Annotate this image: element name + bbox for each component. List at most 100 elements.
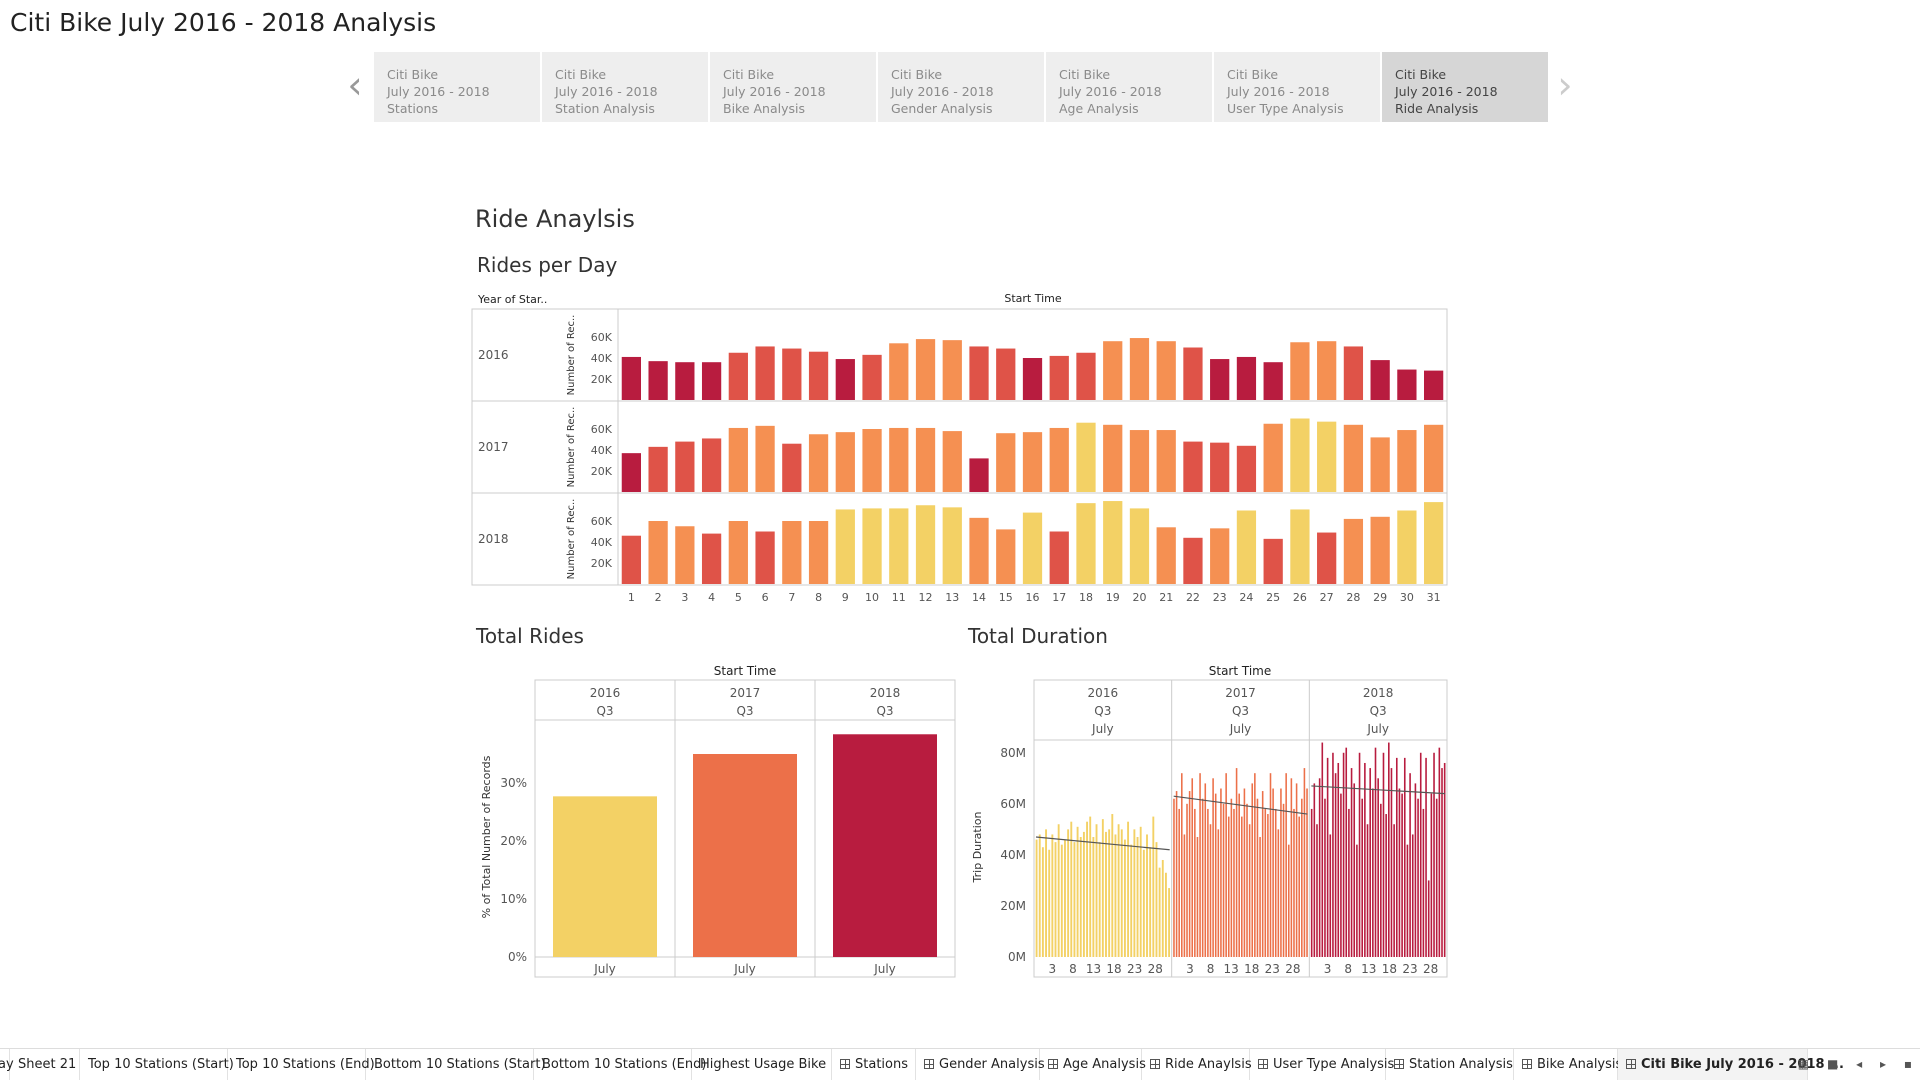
day-bar [621, 453, 641, 492]
duration-bar [1241, 816, 1243, 957]
duration-bar [1191, 778, 1194, 957]
duration-bar [1178, 808, 1180, 957]
day-bar [675, 526, 695, 584]
duration-bar [1342, 752, 1345, 957]
story-point-caption: Age Analysis [1059, 101, 1139, 116]
x-month-label: July [733, 962, 756, 976]
story-point-caption: Citi Bike [555, 67, 607, 82]
sheet-tab[interactable]: Age Analysis [1040, 1049, 1146, 1080]
day-bar [808, 351, 829, 400]
day-bar [942, 431, 962, 492]
sheet-tab[interactable]: Gender Analysis [916, 1049, 1045, 1080]
duration-bar [1337, 762, 1340, 957]
column-quarter: Q3 [876, 704, 893, 718]
duration-bar [1316, 824, 1318, 957]
duration-bar [1287, 844, 1290, 957]
story-point-caption: Citi Bike [891, 67, 943, 82]
duration-bar [1303, 768, 1306, 957]
day-bar [701, 438, 722, 492]
x-tick-label: 31 [1427, 591, 1441, 604]
duration-bar [1079, 837, 1082, 957]
duration-bar [1285, 773, 1287, 957]
duration-bar [1295, 783, 1298, 957]
story-point-caption: July 2016 - 2018 [1227, 84, 1330, 99]
sheet-tab[interactable]: Top 10 Stations (Start) [80, 1049, 234, 1080]
duration-bar [1114, 834, 1117, 957]
prev-story-arrow-icon[interactable]: ‹ [347, 63, 363, 107]
scroll-right-icon[interactable]: ▸ [1880, 1057, 1887, 1071]
story-point-7[interactable]: Citi Bike July 2016 - 2018 Ride Analysis [1382, 52, 1548, 122]
duration-bar [1366, 824, 1369, 957]
day-bar [1049, 427, 1069, 492]
day-bar [648, 446, 668, 492]
story-point-3[interactable]: Citi Bike July 2016 - 2018 Bike Analysis [710, 52, 876, 122]
sheet-tab-label: Stations [855, 1057, 908, 1072]
sheet-tab[interactable]: Sheet 21 [10, 1049, 80, 1080]
duration-bar [1443, 762, 1446, 957]
x-tick-label: 3 [1324, 962, 1332, 976]
duration-bar [1401, 793, 1403, 957]
duration-bar [1385, 814, 1387, 957]
day-bar [1290, 418, 1310, 492]
day-bar [1343, 346, 1364, 400]
total-rides-title: Total Rides [476, 624, 584, 648]
story-point-title: Ride Anaylsis [475, 205, 635, 233]
total-duration-chart: Start Time 0M 20M 40M 60M 80M Trip Duration 201… [971, 664, 1448, 978]
duration-bar [1070, 821, 1073, 957]
duration-bar [1306, 788, 1308, 957]
duration-bar [1290, 778, 1293, 957]
sheet-tab[interactable]: Highest Usage Bike [692, 1049, 832, 1080]
duration-bar [1433, 752, 1435, 957]
story-point-5[interactable]: Citi Bike July 2016 - 2018 Age Analysis [1046, 52, 1212, 122]
sheet-tab[interactable]: Bike Analysis [1514, 1049, 1622, 1080]
trend-line [1311, 785, 1446, 795]
film-strip-icon[interactable]: ■ [1826, 1057, 1839, 1071]
duration-bar [1051, 834, 1054, 957]
story-point-1[interactable]: Citi Bike July 2016 - 2018 Stations [374, 52, 540, 122]
duration-bar [1254, 773, 1256, 957]
day-bar [1156, 430, 1176, 492]
duration-bar [1212, 778, 1214, 957]
sheet-tab[interactable]: Ride Anaylsis [1142, 1049, 1252, 1080]
day-bar [1397, 369, 1417, 400]
day-bar [1290, 342, 1310, 400]
story-icon [1626, 1059, 1636, 1069]
duration-bar [1419, 752, 1422, 957]
more-tabs-icon[interactable]: ▪ [1903, 1057, 1912, 1071]
duration-bar [1248, 824, 1251, 957]
sheet-tab-label: User Type Analysis [1273, 1057, 1395, 1072]
grid-view-icon[interactable]: ▦ [1797, 1057, 1810, 1071]
x-tick-label: 25 [1266, 591, 1280, 604]
page-title: Citi Bike July 2016 - 2018 Analysis [10, 8, 437, 37]
duration-bar [1120, 829, 1123, 957]
story-point-caption: July 2016 - 2018 [1059, 84, 1162, 99]
story-point-caption: July 2016 - 2018 [387, 84, 490, 99]
scroll-left-icon[interactable]: ◂ [1856, 1057, 1863, 1071]
duration-bar [1425, 757, 1427, 957]
story-point-6[interactable]: Citi Bike July 2016 - 2018 User Type Analy… [1214, 52, 1380, 122]
duration-bar [1207, 808, 1209, 957]
day-bar [1370, 437, 1390, 492]
sheet-tab[interactable]: User Type Analysis [1250, 1049, 1394, 1080]
sheet-tab[interactable]: Citi Bike July 2016 - 2018 ... [1618, 1049, 1844, 1080]
day-bar [1183, 441, 1203, 492]
sheet-tab[interactable]: Bottom 10 Stations (Start) [366, 1049, 546, 1080]
duration-bar [1155, 842, 1158, 957]
day-bar [621, 535, 641, 584]
next-story-arrow-icon[interactable]: › [1557, 63, 1573, 107]
sheet-tab[interactable]: Bottom 10 Stations (End) [534, 1049, 706, 1080]
x-tick-label: 20 [1132, 591, 1146, 604]
duration-bar [1161, 859, 1164, 957]
sheet-tab[interactable]: Stations [832, 1049, 916, 1080]
y-tick-label: 40M [1000, 848, 1026, 862]
story-point-2[interactable]: Citi Bike July 2016 - 2018 Station Analysi… [542, 52, 708, 122]
story-point-4[interactable]: Citi Bike July 2016 - 2018 Gender Analysis [878, 52, 1044, 122]
y-tick-label: 20K [591, 465, 613, 478]
y-tick-label: 20M [1000, 899, 1026, 913]
duration-bar [1183, 834, 1186, 957]
sheet-tab[interactable]: ay [0, 1049, 14, 1080]
sheet-tab[interactable]: Station Analysis [1386, 1049, 1514, 1080]
duration-bar [1334, 773, 1337, 957]
column-month: July [1366, 722, 1389, 736]
sheet-tab[interactable]: Top 10 Stations (End) [228, 1049, 375, 1080]
